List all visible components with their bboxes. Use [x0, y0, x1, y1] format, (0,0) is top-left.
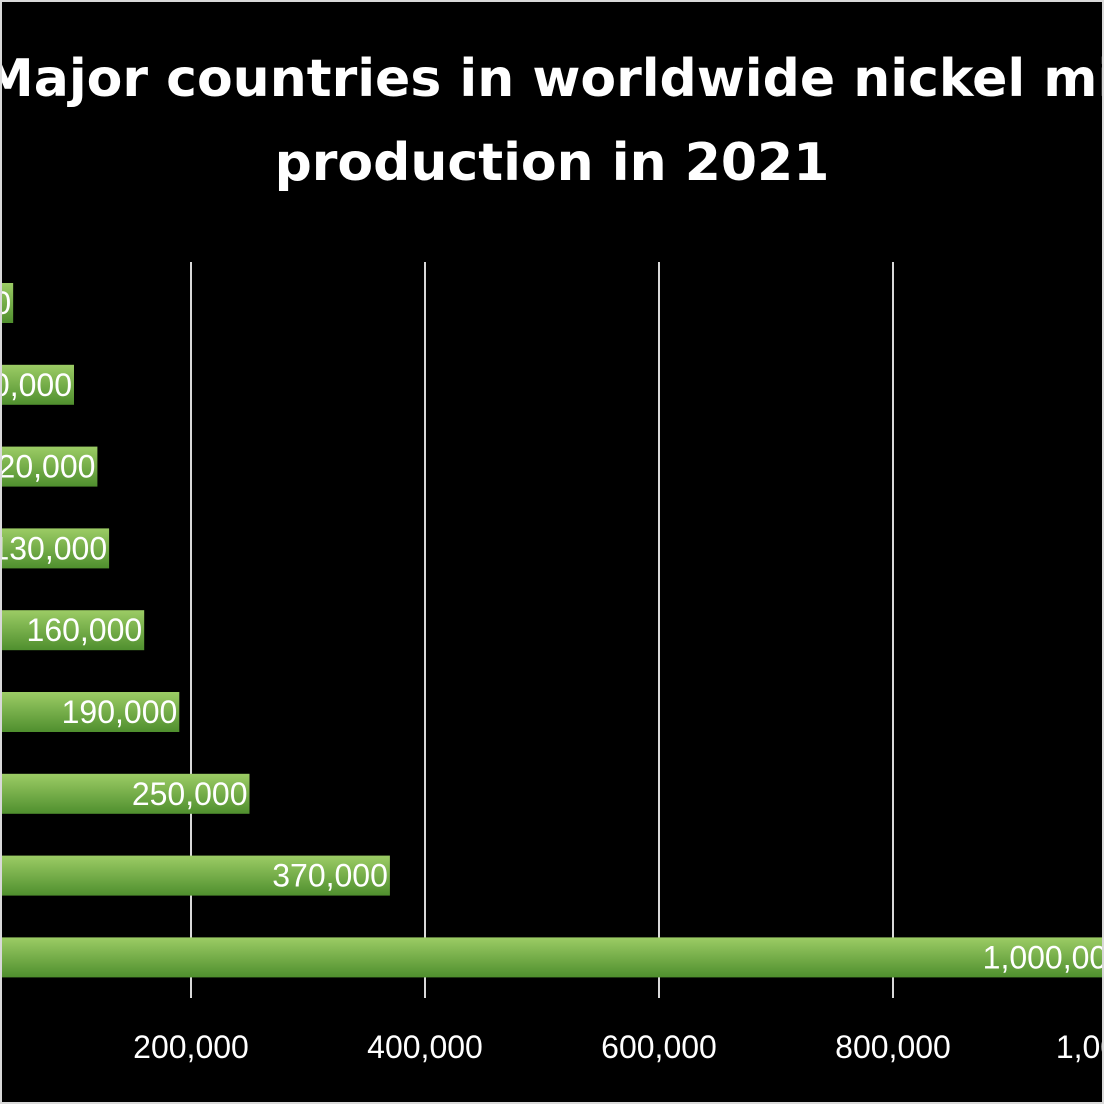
bar: [2, 364, 74, 405]
bars: [2, 283, 1102, 978]
data-label: 370,000: [272, 858, 388, 894]
x-tick-label: 1,000,000: [1056, 1029, 1104, 1065]
bar: [2, 283, 14, 323]
data-label: 190,000: [62, 694, 178, 730]
x-tick-label: 200,000: [133, 1029, 249, 1065]
chart-title-line-1: Major countries in worldwide nickel mine: [0, 49, 1104, 109]
data-label: 160,000: [27, 612, 143, 648]
chart-title-line-2: production in 2021: [274, 133, 830, 193]
bar: [2, 855, 390, 896]
bar: [2, 692, 180, 732]
data-label: 1,000,000: [983, 939, 1104, 975]
data-label: 130,000: [2, 530, 107, 566]
x-tick-label: 400,000: [367, 1029, 483, 1065]
bar: [2, 773, 250, 814]
data-labels: 48,000 100,000 120,000 130,000 160,000 190,00…: [2, 285, 1104, 975]
data-label: 48,000: [2, 285, 11, 321]
data-label: 100,000: [2, 367, 72, 403]
bar: [2, 528, 110, 569]
bar: [2, 610, 145, 651]
bar: [2, 446, 98, 487]
data-label: 250,000: [132, 776, 248, 812]
x-tick-label: 800,000: [835, 1029, 951, 1065]
x-axis-ticks: 200,000 400,000 600,000 800,000 1,000,000: [133, 1029, 1104, 1065]
bar: [2, 937, 1102, 978]
data-label: 120,000: [2, 449, 95, 485]
x-tick-label: 600,000: [601, 1029, 717, 1065]
